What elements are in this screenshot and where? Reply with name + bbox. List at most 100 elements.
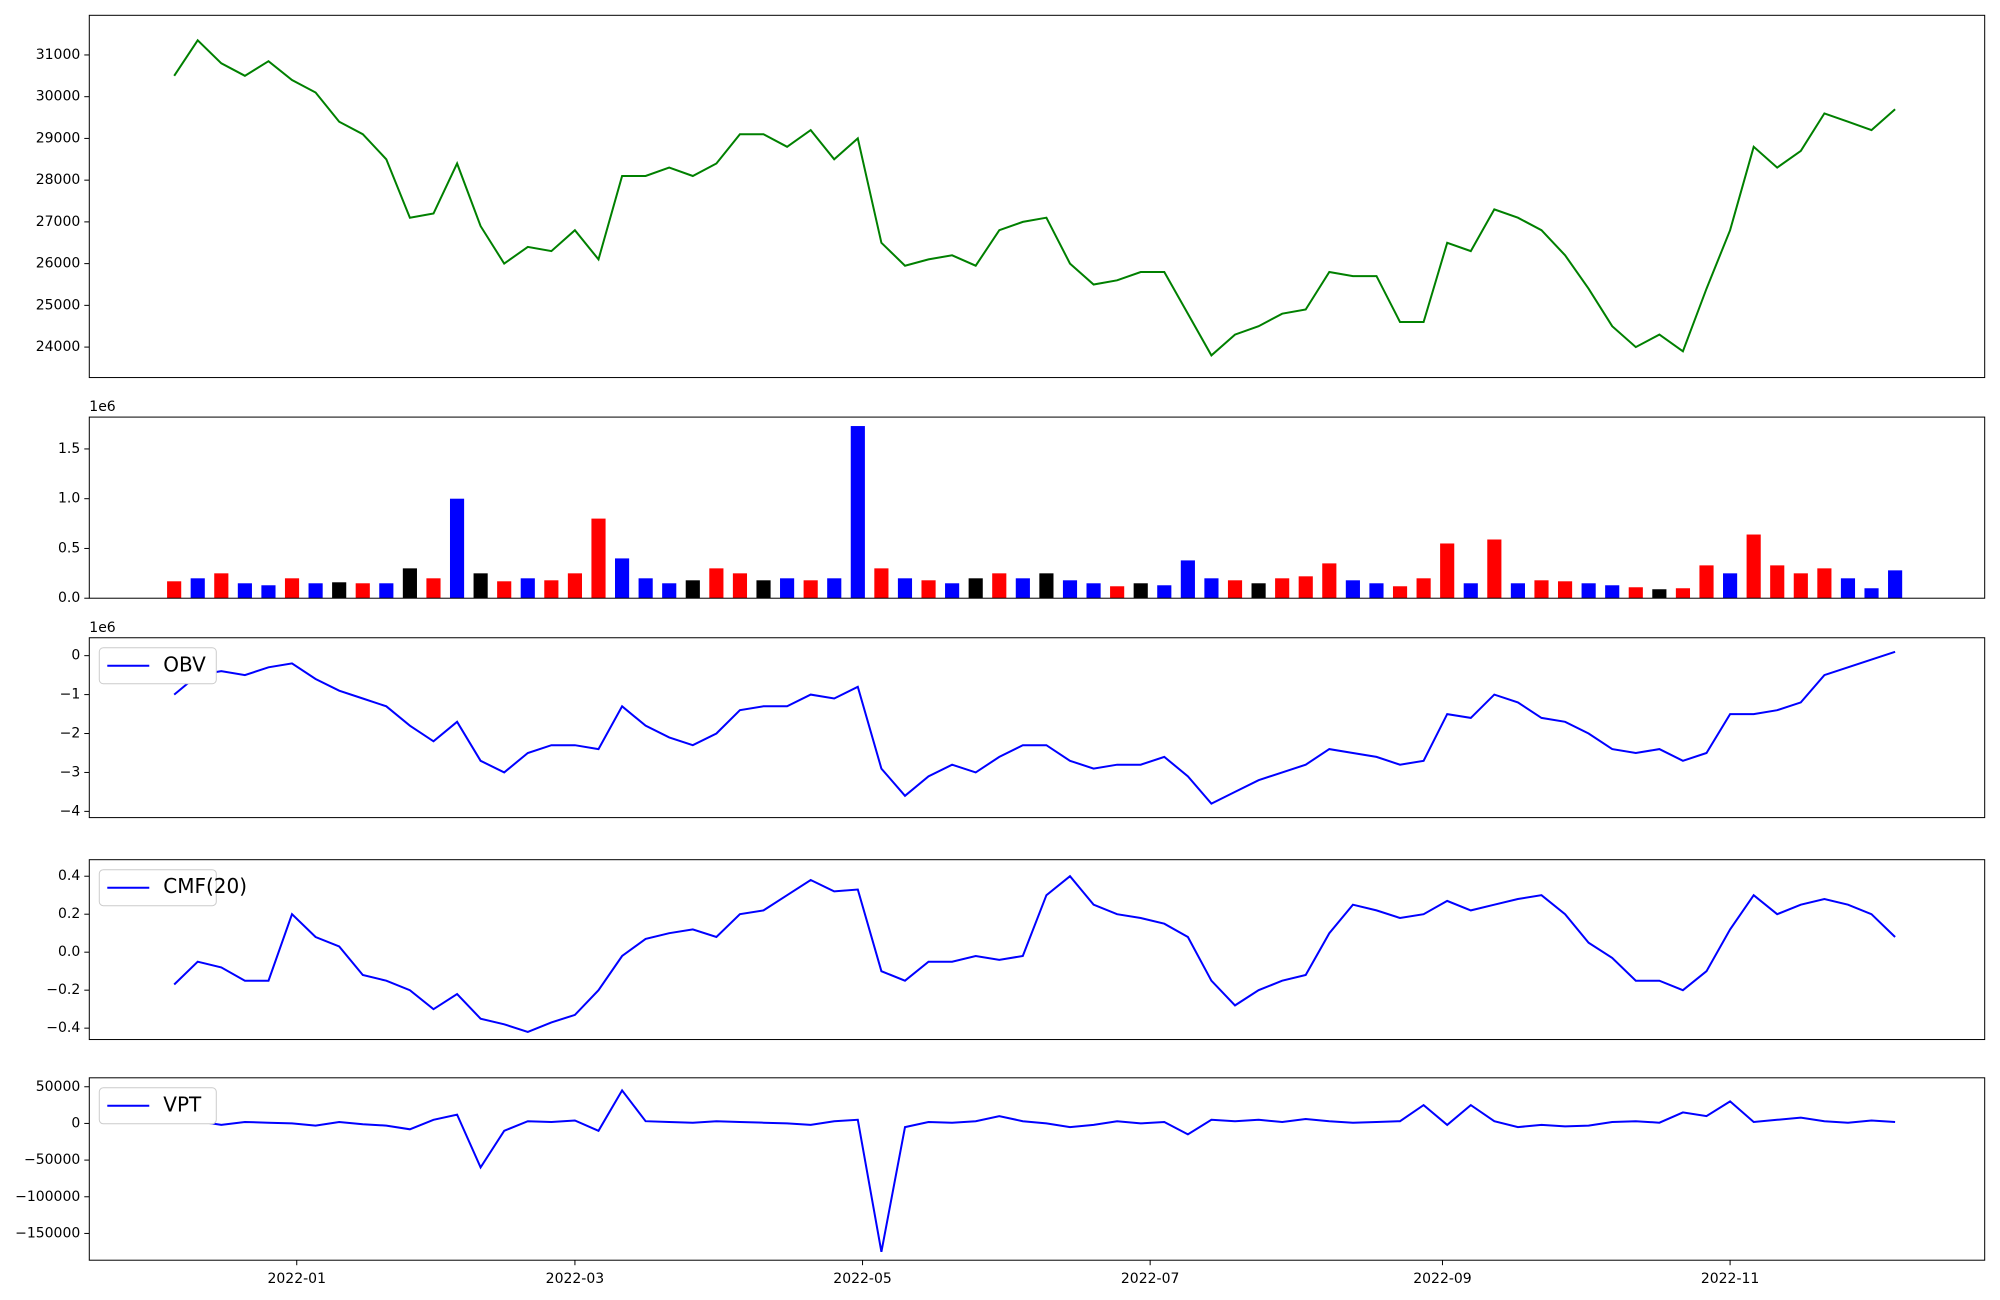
y-offset-label: 1e6: [89, 620, 116, 636]
volume-bar: [237, 583, 252, 599]
volume-bar: [1204, 578, 1219, 599]
volume-bar: [1157, 585, 1172, 599]
y-tick-label: 0.0: [58, 590, 80, 606]
y-tick-label: 28000: [36, 172, 81, 188]
volume-bar: [1110, 586, 1125, 599]
volume-bar: [308, 583, 323, 599]
volume-bar: [756, 580, 771, 599]
plot-frame: [88, 637, 1986, 819]
y-tick-label: 26000: [36, 256, 81, 272]
volume-bar: [1746, 534, 1761, 599]
y-tick-label: 1.5: [58, 441, 80, 457]
volume-bar: [685, 580, 700, 599]
volume-bar: [1840, 578, 1856, 599]
volume-bar: [709, 568, 724, 599]
y-tick-label: 29000: [36, 130, 81, 146]
panel: 24000 25000 26000 27000 28000 29000 30000 31000: [36, 14, 1986, 379]
volume-bar: [1180, 560, 1195, 599]
volume-bar: [968, 578, 983, 599]
volume-bar: [945, 583, 960, 599]
volume-bar: [332, 582, 347, 599]
y-tick-label: −2: [60, 726, 81, 742]
volume-bar: [449, 498, 465, 599]
plot-frame: [88, 859, 1986, 1041]
volume-bar: [520, 578, 535, 599]
panel: −150000 −100000 −50000 0 50000 2022-01 2022-03…: [15, 1077, 1986, 1287]
volume-bar: [1557, 581, 1573, 599]
legend-box: [98, 647, 217, 685]
volume-bar: [284, 578, 300, 599]
y-tick-label: −0.2: [46, 982, 80, 998]
volume-bar: [214, 573, 229, 599]
volume-bar: [1534, 580, 1549, 599]
volume-bar: [402, 568, 417, 599]
legend-box: [98, 1087, 217, 1125]
volume-bar: [1251, 583, 1266, 599]
volume-bar: [1487, 539, 1502, 599]
legend-label: OBV: [163, 652, 206, 676]
volume-bar: [1605, 585, 1620, 599]
volume-bar: [1793, 573, 1808, 599]
volume-bar: [261, 585, 276, 599]
volume-bar: [1133, 583, 1148, 599]
volume-bar: [355, 583, 370, 599]
volume-bar: [1322, 563, 1337, 599]
volume-bar: [1369, 583, 1384, 599]
plot-frame: [88, 1077, 1986, 1261]
y-tick-label: 0.2: [58, 906, 80, 922]
volume-bar: [850, 426, 865, 599]
y-tick-label: −100000: [15, 1189, 80, 1205]
volume-bar: [921, 580, 936, 599]
volume-bar: [897, 578, 913, 599]
volume-bar: [1510, 583, 1525, 599]
volume-bar: [803, 580, 818, 599]
volume-bar: [473, 573, 488, 599]
volume-bar: [591, 518, 606, 599]
volume-bar: [1062, 580, 1078, 599]
x-tick-label: 2022-11: [1701, 1271, 1760, 1287]
y-tick-label: 1.0: [58, 491, 80, 507]
volume-bar: [662, 583, 677, 599]
volume-bar: [1086, 583, 1101, 599]
series-line: [174, 1088, 1896, 1252]
volume-bar: [827, 578, 842, 599]
volume-bar: [992, 573, 1007, 599]
legend: OBV: [98, 647, 217, 685]
volume-bar: [544, 580, 559, 599]
volume-bar: [1463, 583, 1478, 599]
y-tick-label: 27000: [36, 214, 81, 230]
y-tick-label: −1: [60, 687, 81, 703]
legend: VPT: [98, 1087, 217, 1125]
y-offset-label: 1e6: [89, 399, 116, 415]
x-tick-label: 2022-03: [546, 1271, 605, 1287]
volume-bar: [567, 573, 582, 599]
y-tick-label: −50000: [24, 1152, 80, 1168]
volume-bar: [1699, 565, 1714, 599]
volume-bar: [1723, 573, 1738, 599]
panel: −4 −3 −2 −1 0 1e6 OBV: [60, 620, 1986, 819]
y-tick-label: 0.0: [58, 944, 80, 960]
volume-bar: [1770, 565, 1785, 599]
y-tick-label: 24000: [36, 339, 81, 355]
volume-bar: [1864, 588, 1879, 599]
series-line: [173, 874, 1896, 1033]
volume-bar: [874, 568, 889, 599]
volume-bar: [615, 558, 630, 599]
x-tick-label: 2022-09: [1413, 1271, 1472, 1287]
volume-bar: [1652, 589, 1667, 599]
legend-box: [98, 869, 217, 907]
volume-bar: [426, 578, 441, 599]
y-tick-label: −0.4: [46, 1020, 80, 1036]
x-tick-label: 2022-05: [833, 1271, 892, 1287]
plot-frame: [88, 14, 1986, 379]
y-tick-label: 50000: [36, 1079, 81, 1095]
legend-label: CMF(20): [163, 874, 247, 898]
y-tick-label: 0.5: [58, 540, 80, 556]
y-tick-label: 0: [71, 648, 80, 664]
volume-bar: [1039, 573, 1054, 599]
volume-bar: [1675, 588, 1691, 599]
x-tick-label: 2022-07: [1121, 1271, 1180, 1287]
volume-bar: [1275, 578, 1290, 599]
volume-bar: [190, 578, 205, 599]
panel: −0.4 −0.2 0.0 0.2 0.4 CMF(20): [46, 859, 1986, 1041]
